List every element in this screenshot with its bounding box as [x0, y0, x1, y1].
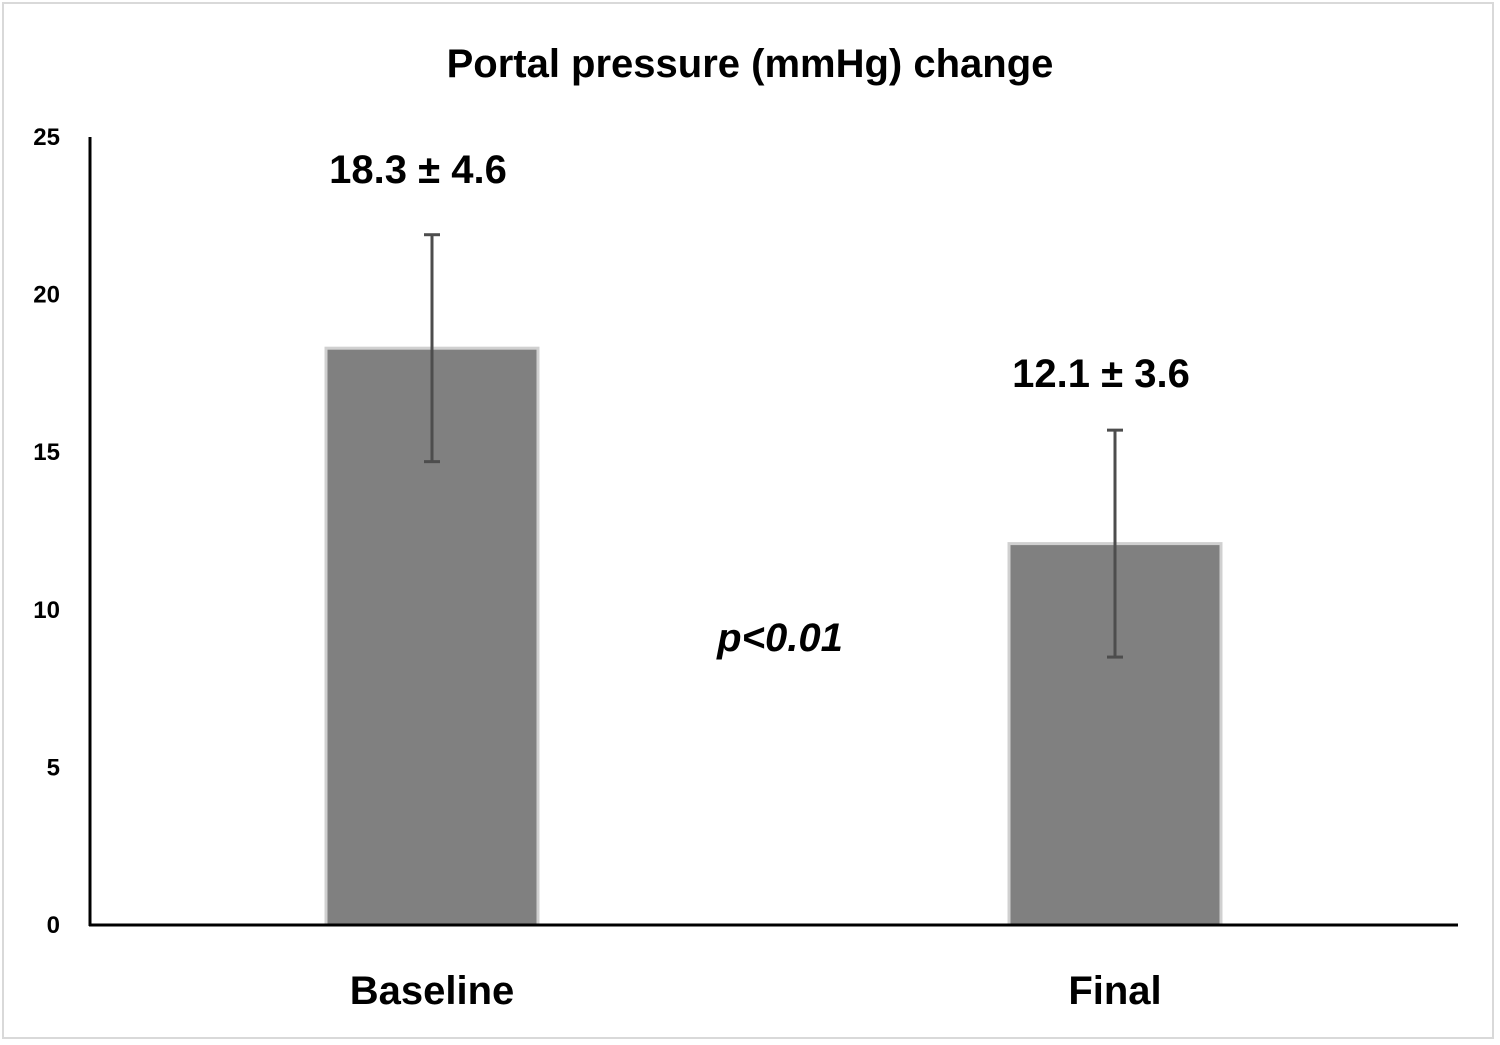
- data-label-final: 12.1 ± 3.6: [1012, 352, 1190, 396]
- y-axis-ticks: 0 5 10 15 20 25: [33, 124, 60, 939]
- significance-annotation: p<0.01: [716, 616, 843, 660]
- category-label-final: Final: [1068, 969, 1161, 1013]
- error-bar-baseline: [424, 233, 440, 464]
- y-tick-label-2: 10: [33, 597, 60, 624]
- y-tick-label-4: 20: [33, 282, 60, 309]
- y-tick-label-3: 15: [33, 439, 60, 466]
- error-bar-final: [1107, 428, 1123, 659]
- y-tick-label-1: 5: [47, 754, 60, 781]
- x-axis-categories: Baseline Final: [350, 969, 1162, 1013]
- error-bars: [424, 233, 1123, 659]
- chart-title: Portal pressure (mmHg) change: [447, 42, 1054, 86]
- data-label-baseline: 18.3 ± 4.6: [329, 148, 507, 192]
- y-tick-label-5: 25: [33, 124, 60, 151]
- category-label-baseline: Baseline: [350, 969, 515, 1013]
- y-tick-label-0: 0: [47, 912, 60, 939]
- data-labels: 18.3 ± 4.6 12.1 ± 3.6: [329, 148, 1190, 396]
